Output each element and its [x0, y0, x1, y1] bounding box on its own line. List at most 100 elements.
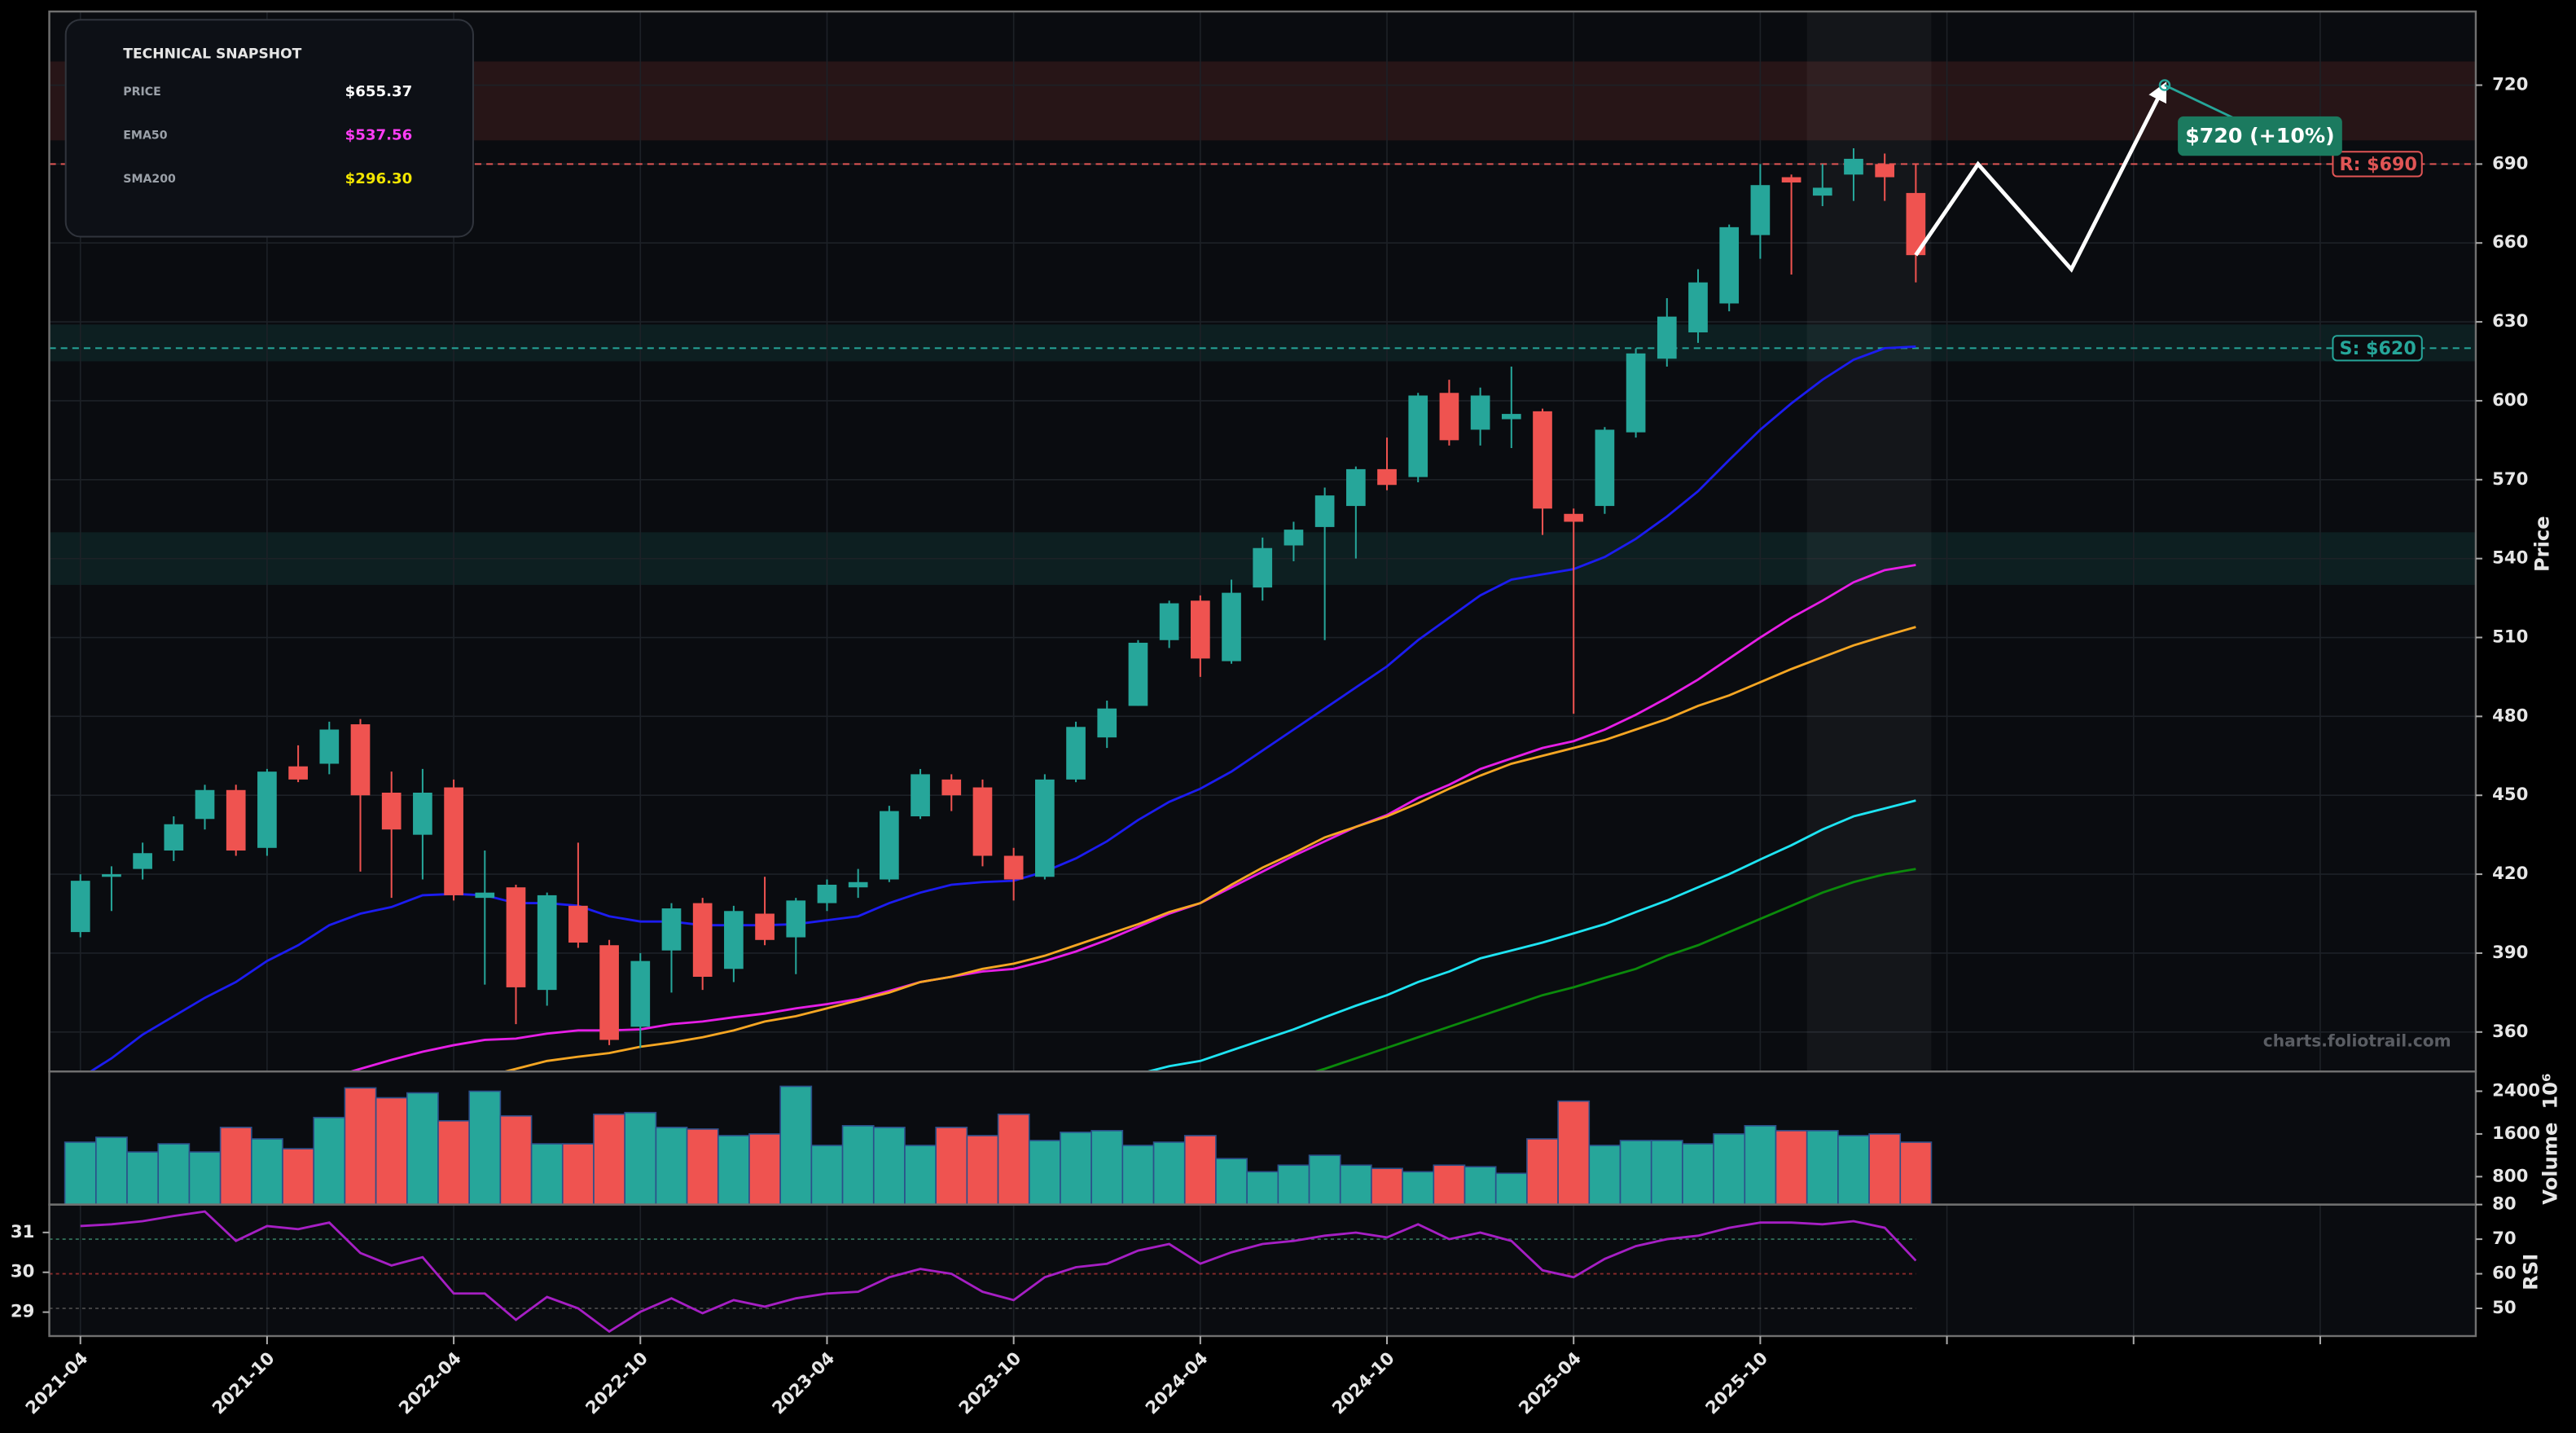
- volume-bar: [1091, 1130, 1124, 1205]
- candle-body: [848, 881, 868, 888]
- candle-body: [506, 887, 526, 987]
- volume-bar: [810, 1145, 844, 1205]
- volume-bar: [997, 1113, 1030, 1205]
- candle-body: [786, 900, 806, 938]
- volume-bar: [1371, 1167, 1403, 1205]
- volume-bar: [1557, 1100, 1591, 1205]
- volume-bar: [1868, 1133, 1902, 1205]
- y-tick-label: 70: [2492, 1228, 2516, 1248]
- candle-body: [911, 774, 930, 817]
- volume-bar: [1899, 1141, 1933, 1205]
- forecast-label: $720 (+10%): [2185, 124, 2334, 147]
- volume-bar: [779, 1085, 813, 1205]
- volume-bar: [219, 1127, 252, 1205]
- candle-body: [1377, 468, 1397, 486]
- candle-body: [1688, 282, 1708, 333]
- level-label-box: [2332, 151, 2423, 178]
- y-tick-label: 600: [2492, 389, 2528, 410]
- candle-body: [1470, 395, 1490, 430]
- volume-bar: [655, 1127, 688, 1205]
- y-axis-label: Price: [2531, 516, 2554, 572]
- candle-body: [1222, 592, 1241, 662]
- candle-body: [1253, 547, 1273, 588]
- moving-average-line: [1311, 868, 1916, 1072]
- candle-body: [568, 905, 588, 943]
- y-tick-label: 2400: [2492, 1079, 2540, 1100]
- volume-bar: [1588, 1145, 1622, 1205]
- y2-tick-label: 29: [11, 1301, 34, 1321]
- volume-bar: [282, 1148, 315, 1205]
- snapshot-panel: TECHNICAL SNAPSHOT PRICE $655.37 EMA50 $537…: [64, 19, 474, 238]
- candle-body: [599, 945, 619, 1040]
- snapshot-title: TECHNICAL SNAPSHOT: [123, 46, 301, 63]
- price-panel: [49, 11, 2476, 1072]
- volume-bar: [1402, 1171, 1435, 1205]
- candle-body: [319, 729, 340, 764]
- snapshot-value: $296.30: [345, 170, 413, 187]
- y-tick-label: 360: [2492, 1021, 2528, 1041]
- candle-body: [1906, 192, 1926, 256]
- volume-bar: [841, 1124, 875, 1205]
- y-tick-label: 1600: [2492, 1123, 2540, 1143]
- candle-body: [724, 911, 744, 969]
- level-label: S: $620: [2340, 338, 2416, 359]
- volume-bar: [1526, 1138, 1559, 1205]
- volume-bar: [561, 1143, 595, 1205]
- candle-body: [164, 824, 184, 851]
- candle-body: [1501, 414, 1521, 420]
- candle-body: [1159, 603, 1179, 640]
- volume-bar: [499, 1114, 533, 1205]
- candle-body: [692, 903, 713, 977]
- volume-bar: [406, 1092, 439, 1205]
- volume-bar: [344, 1087, 377, 1205]
- volume-bar: [1152, 1141, 1186, 1205]
- volume-bar: [1308, 1154, 1341, 1205]
- y-tick-label: 630: [2492, 310, 2528, 331]
- candle-body: [1844, 158, 1863, 175]
- candle-body: [1439, 393, 1459, 441]
- volume-bar: [157, 1143, 191, 1205]
- candle-body: [1626, 353, 1646, 433]
- volume-bar: [375, 1097, 408, 1205]
- watermark: charts.foliotrail.com: [2263, 1031, 2451, 1050]
- volume-bar: [717, 1135, 750, 1205]
- volume-bar: [1246, 1171, 1279, 1205]
- rsi-line: [80, 1210, 1917, 1334]
- moving-average-line: [347, 564, 1916, 1072]
- candle-body: [1875, 164, 1895, 178]
- zone: [49, 324, 2476, 362]
- volume-bar: [1464, 1166, 1497, 1205]
- y-tick-label: 570: [2492, 468, 2528, 489]
- volume-bar: [64, 1141, 97, 1205]
- candle-body: [1750, 185, 1771, 235]
- y-tick-label: 80: [2492, 1193, 2516, 1214]
- rsi-frame: [48, 1203, 2477, 1338]
- volume-bar: [1494, 1172, 1528, 1205]
- candle-body: [413, 792, 432, 835]
- annotation-box: [2178, 116, 2342, 156]
- annotation-connector: [2164, 84, 2235, 120]
- forecast-path: [1914, 81, 2167, 273]
- volume-bar: [313, 1116, 346, 1205]
- volume-bar: [966, 1135, 999, 1205]
- candle-body: [102, 874, 121, 877]
- rsi-panel: [49, 1204, 2321, 1336]
- rsi-axis-label: RSI: [2520, 1254, 2543, 1290]
- volume-bar: [437, 1119, 471, 1205]
- volume-bar: [1121, 1145, 1155, 1205]
- moving-average-line: [88, 345, 1916, 1072]
- volume-bar: [624, 1111, 657, 1205]
- candle-body: [880, 811, 899, 880]
- candle-body: [1035, 779, 1055, 877]
- candle-body: [350, 724, 371, 796]
- y-tick-label: 690: [2492, 152, 2528, 173]
- candle-body: [1408, 395, 1428, 477]
- candle-body: [381, 792, 402, 830]
- volume-bar: [530, 1143, 564, 1205]
- candle-body: [1003, 855, 1024, 880]
- y-tick-label: 720: [2492, 74, 2528, 95]
- y-tick-label: 60: [2492, 1263, 2516, 1283]
- volume-bar: [468, 1090, 502, 1205]
